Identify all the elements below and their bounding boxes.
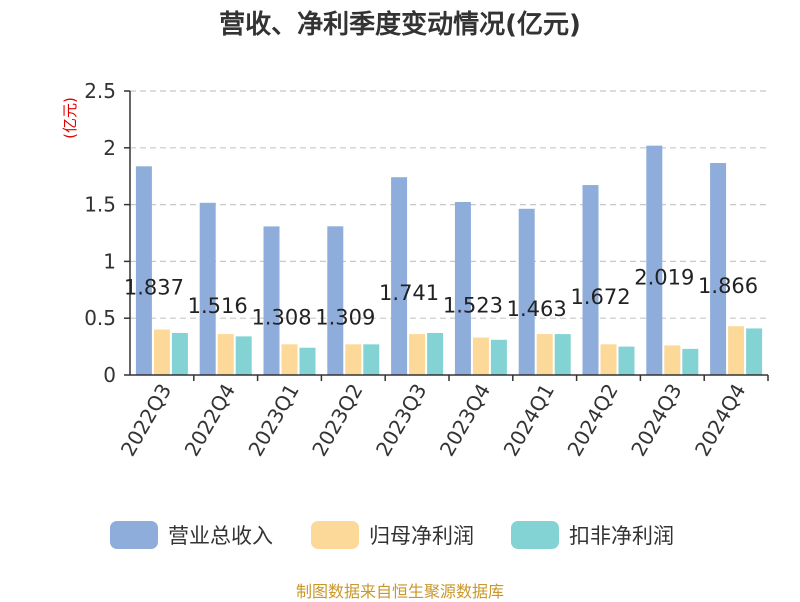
bar [299, 347, 316, 375]
bar [746, 328, 763, 375]
bar [518, 208, 535, 375]
y-axis-unit: (亿元) [61, 97, 79, 139]
bar [664, 345, 681, 375]
data-label: 2.019 [634, 265, 694, 289]
data-label: 1.308 [251, 306, 311, 330]
data-label: 1.866 [698, 274, 758, 298]
data-label: 1.463 [507, 297, 567, 321]
x-tick-label: 2024Q4 [690, 380, 750, 461]
bar [199, 202, 216, 375]
bar [281, 344, 298, 375]
bar [554, 334, 571, 375]
y-tick-label: 1.5 [84, 193, 116, 217]
bar [427, 332, 444, 375]
legend-swatch [311, 521, 359, 549]
bar [345, 344, 362, 375]
legend-label: 扣非净利润 [569, 524, 674, 548]
x-tick-label: 2023Q1 [243, 380, 303, 461]
legend-swatch [110, 521, 158, 549]
chart-title: 营收、净利季度变动情况(亿元) [219, 10, 581, 40]
data-label: 1.837 [124, 276, 184, 300]
source-note: 制图数据来自恒生聚源数据库 [295, 582, 504, 601]
legend: 营业总收入 归母净利润 扣非净利润 [110, 521, 674, 549]
bar [618, 346, 635, 375]
bar [728, 326, 745, 375]
bar [235, 336, 252, 375]
x-tick-label: 2023Q4 [435, 380, 495, 461]
bar [263, 226, 280, 375]
bar [710, 163, 727, 375]
bar [135, 166, 152, 375]
y-tick-label: 0 [103, 363, 116, 387]
x-tick-label: 2024Q2 [562, 380, 622, 461]
legend-swatch [511, 521, 559, 549]
data-label: 1.741 [379, 281, 439, 305]
bar [363, 344, 380, 375]
bar [391, 177, 408, 375]
x-tick-label: 2024Q3 [626, 380, 686, 461]
legend-label: 归母净利润 [369, 524, 474, 548]
y-tick-label: 1 [103, 249, 116, 273]
bar [582, 185, 599, 375]
data-label: 1.523 [443, 293, 503, 317]
x-tick-label: 2022Q4 [180, 380, 240, 461]
bar [171, 332, 188, 375]
bar [682, 348, 699, 375]
bar [153, 329, 170, 375]
y-tick-label: 2 [103, 136, 116, 160]
bar [472, 337, 489, 375]
bar [490, 339, 507, 375]
y-tick-label: 0.5 [84, 306, 116, 330]
bar [217, 334, 234, 375]
bar [327, 226, 344, 375]
y-tick-label: 2.5 [84, 79, 116, 103]
legend-label: 营业总收入 [168, 524, 273, 548]
x-tick-label: 2023Q3 [371, 380, 431, 461]
bar [646, 145, 663, 375]
x-tick-label: 2024Q1 [499, 380, 559, 461]
bars [135, 145, 763, 375]
bar [409, 334, 426, 375]
bar [454, 201, 471, 375]
bar [536, 334, 553, 375]
x-tick-label: 2022Q3 [116, 380, 176, 461]
data-label: 1.309 [315, 306, 375, 330]
x-tick-label: 2023Q2 [307, 380, 367, 461]
data-label: 1.516 [188, 294, 248, 318]
data-label: 1.672 [570, 285, 630, 309]
bar [600, 344, 617, 375]
